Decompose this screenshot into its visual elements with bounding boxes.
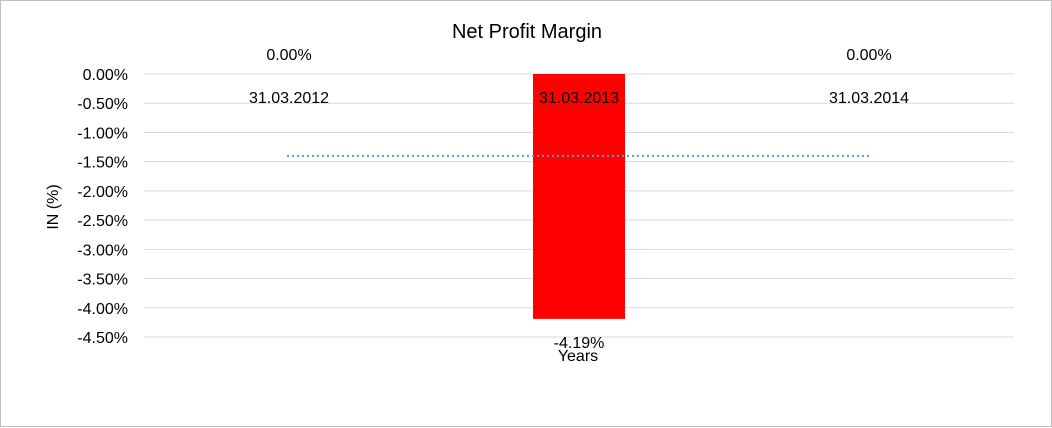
y-tick-label: -4.00% bbox=[77, 301, 128, 318]
data-labels: 0.00% -4.19% 0.00% bbox=[266, 47, 891, 352]
x-axis-title: Years bbox=[558, 348, 598, 365]
y-tick-label: -3.50% bbox=[77, 272, 128, 289]
y-axis-title: IN (%) bbox=[45, 184, 62, 229]
y-tick-label: -1.50% bbox=[77, 155, 128, 172]
category-label: 31.03.2014 bbox=[829, 90, 909, 107]
category-label: 31.03.2013 bbox=[539, 90, 619, 107]
data-label: 0.00% bbox=[266, 47, 311, 64]
bars bbox=[533, 74, 625, 319]
y-tick-label: -1.00% bbox=[77, 125, 128, 142]
data-label: 0.00% bbox=[846, 47, 891, 64]
chart-title: Net Profit Margin bbox=[452, 21, 602, 43]
category-labels: 31.03.2012 31.03.2013 31.03.2014 bbox=[249, 90, 909, 107]
bar bbox=[533, 74, 625, 319]
y-tick-label: 0.00% bbox=[83, 67, 128, 84]
y-tick-label: -4.50% bbox=[77, 330, 128, 347]
y-tick-label: -0.50% bbox=[77, 96, 128, 113]
y-tick-label: -2.50% bbox=[77, 213, 128, 230]
y-tick-label: -2.00% bbox=[77, 184, 128, 201]
category-label: 31.03.2012 bbox=[249, 90, 329, 107]
y-axis: 0.00% -0.50% -1.00% -1.50% -2.00% -2.50% -3.00… bbox=[77, 67, 128, 347]
y-tick-label: -3.00% bbox=[77, 242, 128, 259]
data-label: -4.19% bbox=[554, 335, 605, 352]
